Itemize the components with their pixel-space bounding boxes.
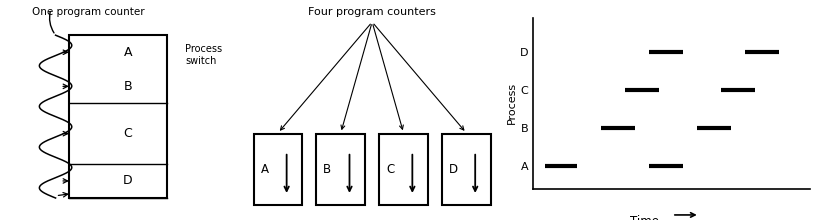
- Text: One program counter: One program counter: [31, 7, 144, 16]
- Text: B: B: [323, 163, 332, 176]
- Text: C: C: [123, 127, 132, 140]
- Bar: [380, 134, 428, 205]
- Text: C: C: [386, 163, 394, 176]
- Text: D: D: [449, 163, 458, 176]
- Text: Time: Time: [629, 215, 659, 220]
- Bar: [317, 134, 365, 205]
- Text: Four program counters: Four program counters: [308, 7, 436, 16]
- Text: D: D: [123, 174, 132, 187]
- Text: B: B: [123, 80, 132, 93]
- Bar: [254, 134, 302, 205]
- Text: A: A: [123, 46, 132, 59]
- Bar: [442, 134, 490, 205]
- Text: A: A: [261, 163, 269, 176]
- Bar: [69, 35, 167, 198]
- Text: Process
switch: Process switch: [185, 44, 222, 66]
- Y-axis label: Process: Process: [507, 82, 517, 125]
